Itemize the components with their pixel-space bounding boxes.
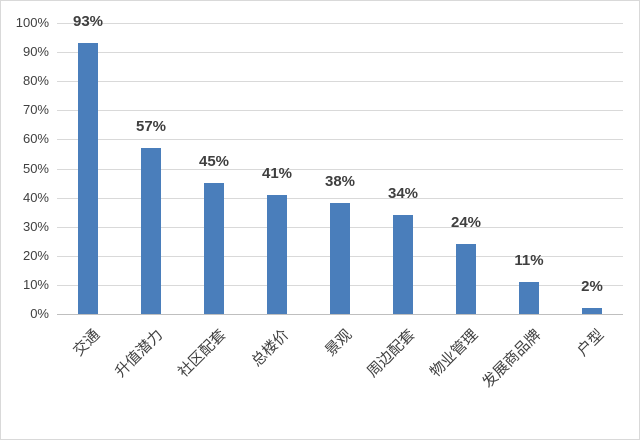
gridline [57,23,623,24]
bar-9 [582,308,602,314]
data-label-6: 34% [387,185,419,202]
bar-5 [330,203,350,314]
bar-7 [456,244,476,314]
gridline [57,169,623,170]
y-tick-label: 80% [22,73,49,88]
x-category-label-6: 周边配套 [363,326,419,381]
y-tick-label: 40% [22,190,49,205]
x-category-label-7: 物业管理 [426,326,482,381]
x-category-label-9: 户型 [574,326,608,360]
y-tick-label: 60% [22,131,49,146]
data-label-9: 2% [581,278,603,295]
x-category-label-1: 交通 [70,326,104,360]
bar-8 [519,282,539,314]
data-label-3: 45% [198,153,230,170]
bar-1 [78,43,98,314]
data-label-5: 38% [324,173,356,190]
bar-6 [393,215,413,314]
gridline [57,139,623,140]
gridline [57,52,623,53]
y-tick-label: 100% [15,15,49,30]
data-label-2: 57% [135,118,167,135]
y-tick-label: 0% [30,306,49,321]
x-category-label-8: 发展商品牌 [479,326,545,392]
y-tick-label: 30% [22,219,49,234]
gridline [57,81,623,82]
x-axis-line [57,314,623,315]
x-category-label-2: 升值潜力 [111,326,167,381]
y-tick-label: 70% [22,102,49,117]
bar-2 [141,148,161,314]
data-label-7: 24% [450,214,482,231]
y-tick-label: 20% [22,248,49,263]
x-category-label-5: 景观 [322,326,356,360]
y-tick-label: 50% [22,161,49,176]
data-label-4: 41% [261,165,293,182]
y-tick-label: 90% [22,44,49,59]
x-category-label-3: 社区配套 [174,326,230,381]
bar-3 [204,183,224,314]
x-category-label-4: 总楼价 [248,326,293,371]
data-label-8: 11% [514,252,544,269]
gridline [57,198,623,199]
bar-4 [267,195,287,314]
data-label-1: 93% [72,13,104,30]
y-tick-label: 10% [22,277,49,292]
gridline [57,110,623,111]
